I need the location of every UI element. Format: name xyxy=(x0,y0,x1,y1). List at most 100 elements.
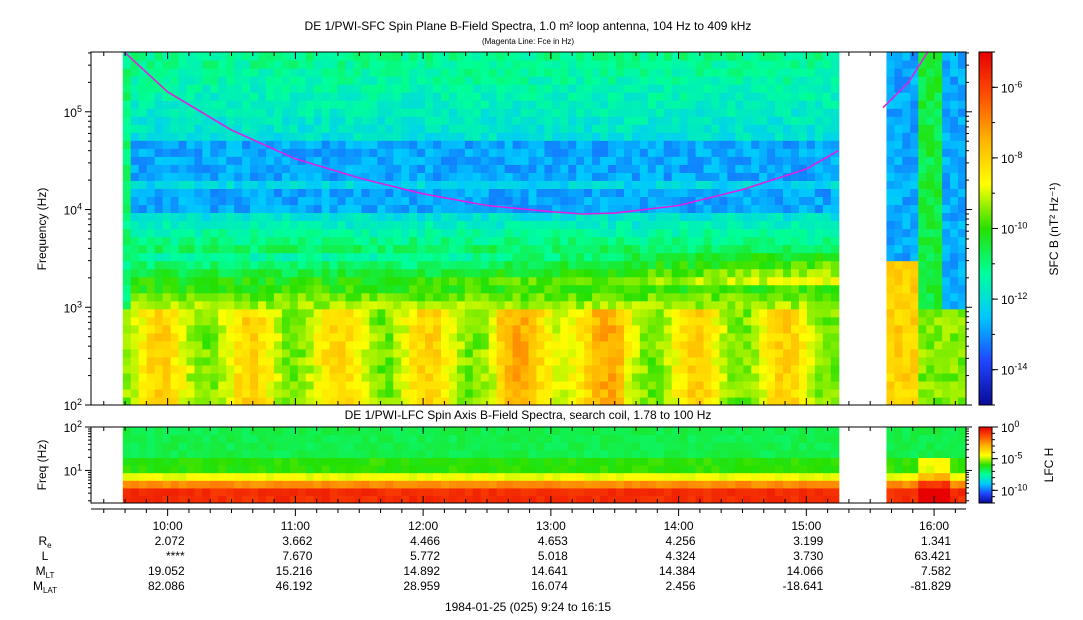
sfc-cell xyxy=(146,268,156,278)
sfc-cell xyxy=(480,356,490,366)
sfc-cell xyxy=(759,180,768,189)
sfc-cell xyxy=(178,116,188,125)
sfc-cell xyxy=(313,60,323,69)
lfc-cell xyxy=(353,472,363,481)
sfc-cell xyxy=(528,180,538,189)
sfc-cell xyxy=(393,388,402,398)
lfc-cell xyxy=(361,434,370,443)
sfc-cell xyxy=(393,116,402,125)
sfc-cell xyxy=(528,372,538,382)
sfc-cell xyxy=(313,372,323,382)
sfc-cell xyxy=(186,252,195,262)
sfc-cell xyxy=(289,84,299,93)
sfc-cell xyxy=(822,316,832,326)
sfc-cell xyxy=(600,204,609,214)
sfc-cell xyxy=(210,132,219,141)
sfc-cell xyxy=(138,396,148,405)
sfc-cell xyxy=(703,52,713,61)
sfc-cell xyxy=(942,308,951,318)
sfc-cell xyxy=(719,204,728,214)
sfc-cell xyxy=(528,156,538,165)
sfc-cell xyxy=(695,292,705,302)
sfc-cell xyxy=(305,388,315,398)
sfc-cell xyxy=(695,100,705,109)
lfc-cell xyxy=(281,465,291,474)
lfc-cell xyxy=(289,457,299,466)
sfc-cell xyxy=(926,92,935,101)
sfc-cell xyxy=(568,276,577,286)
sfc-cell xyxy=(695,76,705,85)
sfc-cell xyxy=(592,252,601,262)
sfc-cell xyxy=(417,132,426,141)
sfc-cell xyxy=(616,364,625,374)
sfc-cell xyxy=(639,148,649,157)
lfc-cell xyxy=(162,487,172,496)
sfc-cell xyxy=(958,340,966,350)
sfc-cell xyxy=(886,164,895,173)
sfc-cell xyxy=(401,84,410,93)
sfc-cell xyxy=(496,212,506,222)
sfc-cell xyxy=(695,260,705,270)
sfc-cell xyxy=(313,244,323,254)
sfc-cell xyxy=(401,292,410,302)
sfc-cell xyxy=(560,84,569,93)
sfc-cell xyxy=(345,108,355,117)
sfc-cell xyxy=(767,332,776,342)
sfc-cell xyxy=(281,372,291,382)
lfc-cell xyxy=(218,487,227,496)
sfc-cell xyxy=(735,196,744,206)
sfc-cell xyxy=(950,276,959,286)
sfc-cell xyxy=(886,52,895,61)
sfc-cell xyxy=(703,268,713,278)
sfc-cell xyxy=(377,252,386,262)
sfc-cell xyxy=(425,84,434,93)
sfc-cell xyxy=(536,124,545,133)
sfc-cell xyxy=(345,308,355,318)
sfc-cell xyxy=(170,196,180,206)
sfc-cell xyxy=(671,300,681,310)
sfc-cell xyxy=(687,332,697,342)
sfc-cell xyxy=(242,156,251,165)
sfc-cell xyxy=(711,332,720,342)
sfc-cell xyxy=(122,52,132,61)
sfc-cell xyxy=(202,396,211,405)
sfc-cell xyxy=(751,388,760,398)
sfc-cell xyxy=(918,308,927,318)
sfc-cell xyxy=(806,324,816,334)
sfc-cell xyxy=(830,52,840,61)
sfc-cell xyxy=(727,316,736,326)
sfc-cell xyxy=(281,308,291,318)
sfc-cell xyxy=(576,188,585,198)
sfc-cell xyxy=(528,164,538,173)
sfc-cell xyxy=(576,164,585,173)
lfc-cell xyxy=(250,434,259,443)
sfc-cell xyxy=(273,388,283,398)
sfc-cell xyxy=(202,156,211,165)
sfc-cell xyxy=(425,356,434,366)
sfc-cell xyxy=(584,252,593,262)
lfc-cell xyxy=(401,472,410,481)
sfc-cell xyxy=(321,244,331,254)
sfc-cell xyxy=(210,228,219,238)
lfc-cell xyxy=(234,495,243,503)
sfc-cell xyxy=(289,356,299,366)
sfc-cell xyxy=(600,372,609,382)
sfc-cell xyxy=(345,364,355,374)
sfc-cell xyxy=(727,268,736,278)
sfc-cell xyxy=(353,60,363,69)
sfc-cell xyxy=(448,236,458,246)
sfc-cell xyxy=(313,340,323,350)
sfc-cell xyxy=(759,84,768,93)
sfc-cell xyxy=(329,148,339,157)
sfc-cell xyxy=(162,364,172,374)
sfc-cell xyxy=(775,372,784,382)
sfc-cell xyxy=(751,172,760,181)
sfc-cell xyxy=(329,156,339,165)
sfc-cell xyxy=(886,76,895,85)
sfc-cell xyxy=(480,212,490,222)
sfc-cell xyxy=(647,68,657,77)
sfc-cell xyxy=(258,156,267,165)
sfc-cell xyxy=(568,164,577,173)
sfc-cell xyxy=(942,348,951,358)
sfc-cell xyxy=(321,148,331,157)
